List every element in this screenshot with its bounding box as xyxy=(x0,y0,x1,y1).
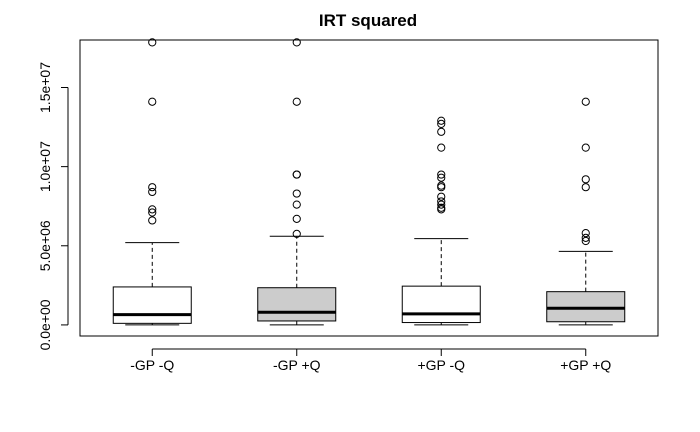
x-tick-label: +GP +Q xyxy=(560,357,611,373)
outlier-point xyxy=(437,205,446,214)
outlier-point xyxy=(581,236,590,246)
y-tick-label: 0.0e+00 xyxy=(37,299,53,350)
chart-title: IRT squared xyxy=(319,11,417,30)
box-group xyxy=(546,97,626,326)
y-tick-label: 1.5e+07 xyxy=(37,62,53,113)
outlier-point xyxy=(581,175,590,184)
outlier-point xyxy=(292,200,301,209)
box-iqr xyxy=(257,287,337,322)
box-group xyxy=(112,38,192,326)
outlier-point xyxy=(148,38,157,47)
outlier-point xyxy=(292,229,301,239)
outlier-point xyxy=(437,173,446,182)
axes: 0.0e+00 5.0e+06 1.0e+07 1.5e+07 -GP -Q -GP +Q… xyxy=(37,62,611,373)
outlier-point xyxy=(437,116,446,125)
outlier-point xyxy=(437,181,446,190)
box-iqr xyxy=(401,285,481,324)
x-tick-label: -GP -Q xyxy=(130,357,174,373)
outlier-point xyxy=(292,189,301,198)
outlier-point xyxy=(581,97,590,106)
outlier-point xyxy=(437,192,446,201)
box-group xyxy=(257,38,337,326)
x-tick-label: +GP -Q xyxy=(417,357,465,373)
box-group xyxy=(401,116,481,326)
plot-frame xyxy=(79,39,659,337)
box-iqr xyxy=(112,286,192,324)
outlier-point xyxy=(437,183,446,192)
outlier-point xyxy=(437,200,446,209)
outlier-point xyxy=(148,205,157,214)
outlier-point xyxy=(581,183,590,192)
outlier-point xyxy=(581,229,590,238)
outlier-point xyxy=(437,197,446,206)
outlier-point xyxy=(148,208,157,217)
outlier-point xyxy=(437,127,446,136)
y-tick-label: 1.0e+07 xyxy=(37,141,53,192)
outlier-point xyxy=(148,183,157,192)
outlier-point xyxy=(148,97,157,106)
box-iqr xyxy=(546,291,626,323)
outlier-point xyxy=(292,170,301,179)
outlier-point xyxy=(581,143,590,152)
outlier-point xyxy=(292,214,301,223)
outlier-point xyxy=(437,119,446,128)
y-tick-label: 5.0e+06 xyxy=(37,220,53,271)
outlier-point xyxy=(292,38,301,47)
outlier-point xyxy=(292,97,301,106)
boxes xyxy=(112,38,626,326)
x-tick-label: -GP +Q xyxy=(273,357,321,373)
outlier-point xyxy=(148,187,157,197)
outlier-point xyxy=(581,233,590,242)
outlier-point xyxy=(437,170,446,179)
outlier-point xyxy=(148,216,157,225)
outlier-point xyxy=(437,143,446,152)
